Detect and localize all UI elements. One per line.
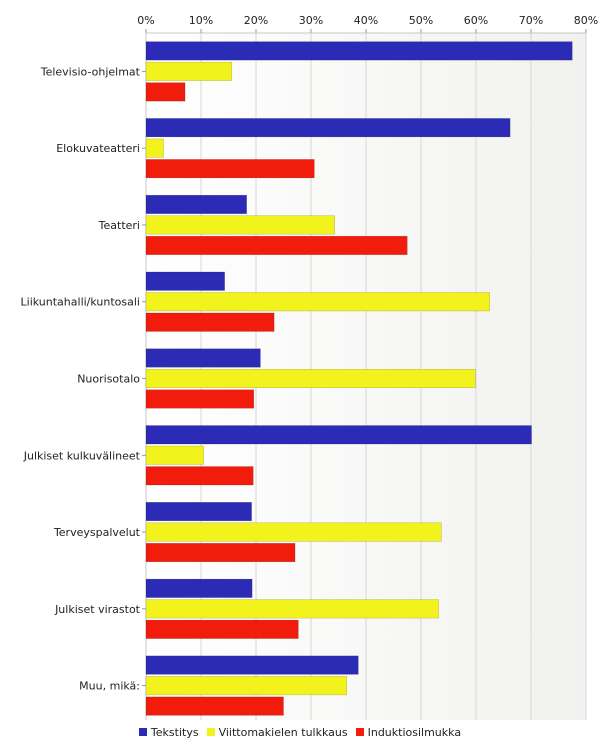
- legend-item: Induktiosilmukka: [355, 726, 462, 739]
- bar: [145, 138, 164, 158]
- bar: [145, 389, 255, 409]
- bar: [145, 271, 225, 291]
- bar: [145, 619, 299, 639]
- bar: [145, 235, 408, 255]
- bar: [145, 599, 439, 619]
- bar: [145, 578, 253, 598]
- y-tick-label: Liikuntahalli/kuntosali: [21, 296, 140, 309]
- y-tick-label: Julkiset virastot: [54, 603, 141, 616]
- legend-label: Induktiosilmukka: [367, 726, 462, 739]
- bar: [145, 676, 347, 696]
- bar: [145, 522, 442, 542]
- legend-item: Viittomakielen tulkkaus: [206, 726, 348, 739]
- y-tick-label: Terveyspalvelut: [53, 526, 141, 539]
- y-tick-label: Televisio-ohjelmat: [40, 65, 141, 78]
- x-tick-label: 50%: [409, 14, 433, 27]
- bar: [145, 466, 254, 486]
- x-tick-label: 0%: [137, 14, 154, 27]
- bar: [145, 61, 233, 81]
- bar: [145, 369, 476, 388]
- bar: [145, 292, 490, 312]
- y-tick-label: Teatteri: [98, 219, 140, 232]
- legend-item: Tekstitys: [138, 726, 199, 739]
- x-tick-label: 60%: [464, 14, 488, 27]
- y-tick-label: Muu, mikä:: [79, 680, 140, 693]
- bar: [145, 425, 532, 445]
- bar: [145, 502, 252, 522]
- bar: [145, 543, 296, 563]
- legend-label: Tekstitys: [150, 726, 199, 739]
- bar: [145, 215, 335, 235]
- legend: Tekstitys Viittomakielen tulkkaus Induktio…: [0, 726, 600, 739]
- bar: [145, 118, 511, 138]
- y-tick-label: Julkiset kulkuvälineet: [23, 449, 141, 462]
- bar: [145, 655, 359, 675]
- x-tick-label: 70%: [519, 14, 543, 27]
- x-tick-label: 10%: [189, 14, 213, 27]
- x-tick-label: 20%: [244, 14, 268, 27]
- bar: [145, 445, 204, 465]
- legend-swatch: [355, 728, 364, 736]
- x-tick-label: 30%: [299, 14, 323, 27]
- y-tick-label: Elokuvateatteri: [56, 142, 140, 155]
- legend-swatch: [138, 728, 147, 736]
- bar-chart: 0% 10% 20% 30% 40% 50% 60% 70% 80% Televisio-ohj…: [21, 14, 598, 725]
- x-tick-label: 40%: [354, 14, 378, 27]
- bar: [145, 41, 573, 61]
- bar: [145, 312, 275, 332]
- bar: [145, 696, 284, 716]
- y-tick-label: Nuorisotalo: [77, 373, 140, 386]
- bar: [145, 82, 186, 102]
- bar: [145, 348, 261, 368]
- legend-label: Viittomakielen tulkkaus: [218, 726, 348, 739]
- x-tick-label: 80%: [574, 14, 598, 27]
- legend-swatch: [206, 728, 215, 736]
- bar: [145, 159, 315, 179]
- bar: [145, 194, 247, 214]
